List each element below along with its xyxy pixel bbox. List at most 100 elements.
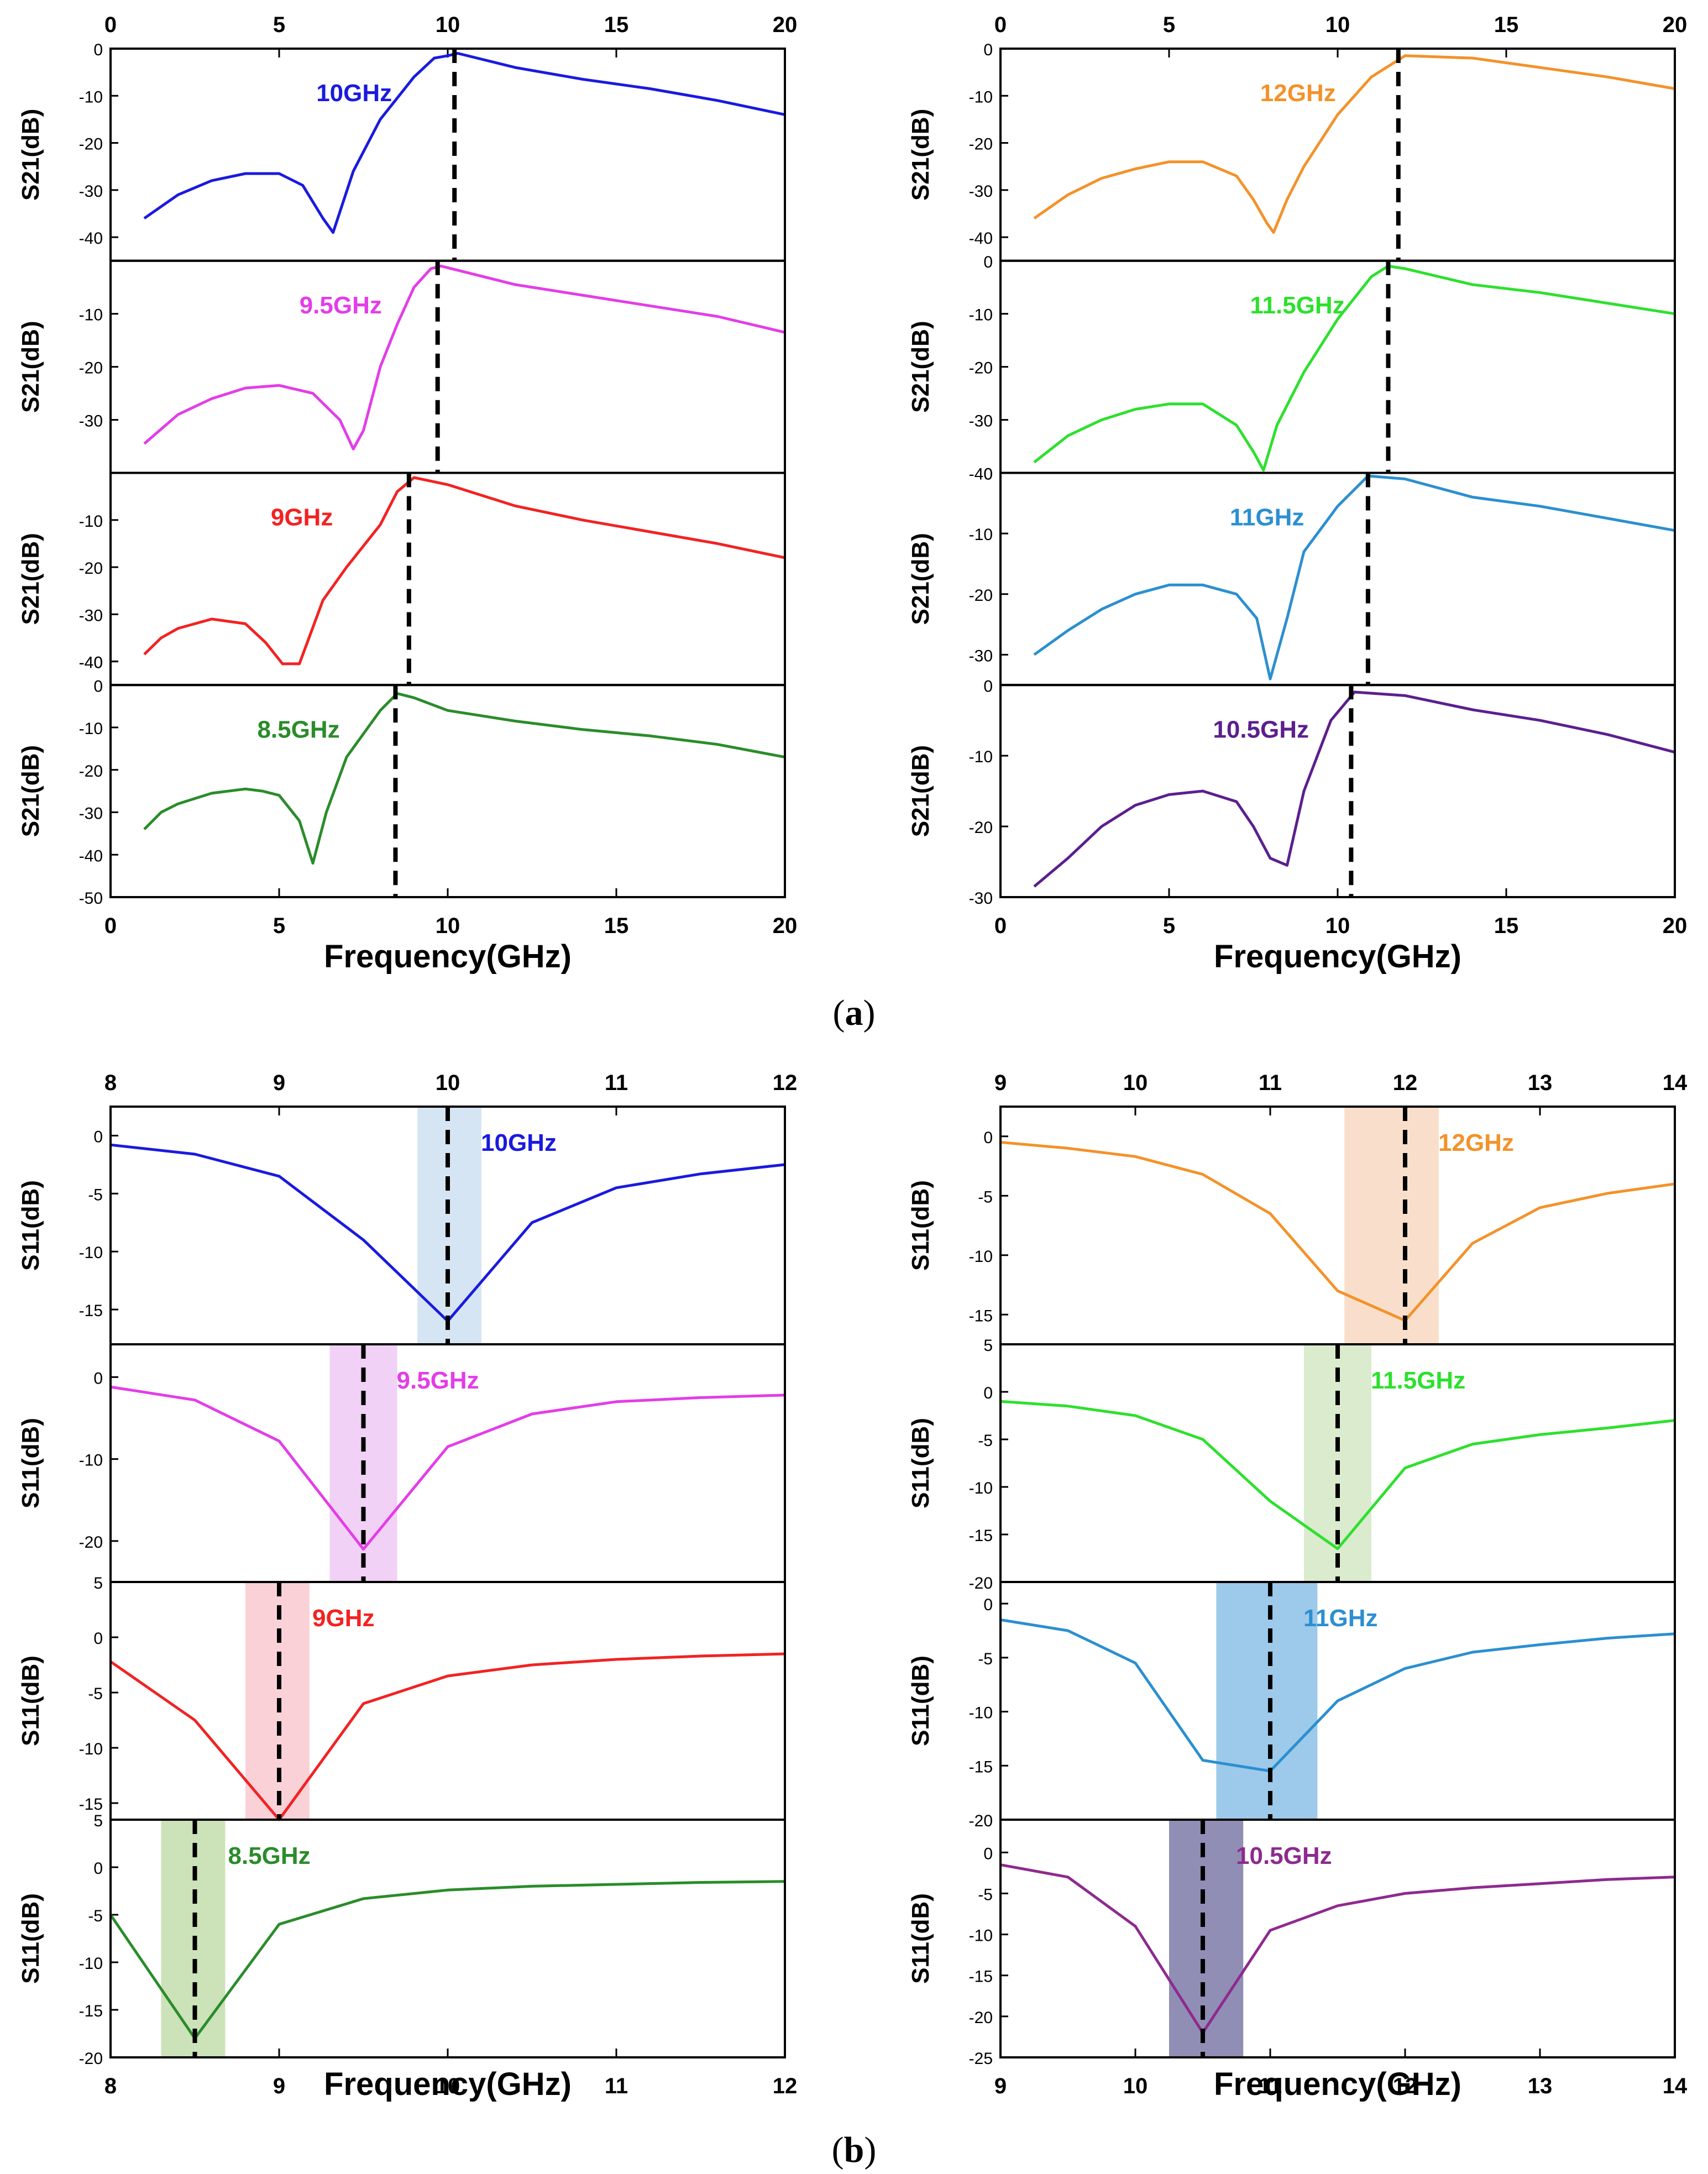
x-tick-label-top: 20 bbox=[773, 13, 798, 37]
y-tick-label: -30 bbox=[969, 647, 993, 665]
x-tick-label-top: 12 bbox=[1393, 1071, 1418, 1095]
x-tick-label-bottom: 12 bbox=[1393, 2074, 1418, 2098]
y-tick-label: -30 bbox=[79, 805, 103, 823]
x-tick-label-bottom: 10 bbox=[1123, 2074, 1148, 2098]
x-tick-label-bottom: 5 bbox=[1163, 914, 1175, 938]
x-tick-label-bottom: 10 bbox=[436, 2074, 460, 2098]
x-tick-label-top: 14 bbox=[1663, 1071, 1688, 1095]
y-axis-label: S11(dB) bbox=[17, 1656, 44, 1746]
subplot-frame bbox=[109, 472, 786, 687]
y-tick-label: -20 bbox=[79, 762, 103, 780]
x-axis-label: Frequency(GHz) bbox=[324, 2066, 572, 2102]
series-label: 12GHz bbox=[1260, 80, 1336, 107]
series-label: 11.5GHz bbox=[1250, 292, 1345, 319]
series-label: 10GHz bbox=[481, 1129, 557, 1156]
y-tick-label: -30 bbox=[79, 606, 103, 625]
y-axis-label: S21(dB) bbox=[907, 533, 934, 625]
x-tick-label-top: 10 bbox=[436, 1071, 460, 1095]
y-tick-label: 0 bbox=[983, 1384, 993, 1402]
y-tick-label: -40 bbox=[79, 229, 103, 248]
y-tick-label: -5 bbox=[978, 1432, 993, 1450]
panel-caption-a: (a) bbox=[832, 993, 876, 1033]
y-tick-label: -20 bbox=[969, 819, 993, 837]
y-tick-label: -40 bbox=[79, 847, 103, 865]
y-tick-label: -5 bbox=[978, 1188, 993, 1206]
x-tick-label-bottom: 11 bbox=[1259, 2074, 1282, 2098]
y-tick-label: -10 bbox=[79, 306, 103, 324]
y-tick-label: -15 bbox=[969, 1968, 993, 1986]
y-tick-label: -30 bbox=[79, 412, 103, 431]
y-tick-label: -25 bbox=[969, 2050, 993, 2068]
x-tick-label-bottom: 8 bbox=[104, 2074, 117, 2098]
x-tick-label-top: 20 bbox=[1663, 13, 1688, 37]
y-tick-label: -10 bbox=[79, 512, 103, 531]
subplot-frame bbox=[109, 684, 786, 898]
y-tick-label: -40 bbox=[969, 465, 993, 484]
x-axis-label: Frequency(GHz) bbox=[1214, 939, 1461, 975]
series-line-9.5GHz bbox=[110, 1385, 785, 1551]
x-tick-label-bottom: 13 bbox=[1528, 2074, 1553, 2098]
y-tick-label: -5 bbox=[88, 1685, 103, 1703]
x-tick-label-bottom: 9 bbox=[994, 2074, 1007, 2098]
y-tick-label: -10 bbox=[79, 720, 103, 738]
y-tick-label: 0 bbox=[93, 1369, 103, 1387]
y-tick-label: -15 bbox=[79, 1795, 103, 1814]
y-axis-label: S11(dB) bbox=[17, 1418, 44, 1508]
y-tick-label: 0 bbox=[93, 677, 103, 695]
subplot-frame bbox=[999, 684, 1676, 898]
y-tick-label: 0 bbox=[983, 1596, 993, 1614]
y-tick-label: -30 bbox=[79, 182, 103, 201]
x-tick-label-top: 11 bbox=[605, 1071, 628, 1095]
y-tick-label: 0 bbox=[93, 1859, 103, 1878]
x-tick-label-bottom: 9 bbox=[273, 2074, 285, 2098]
series-line-9.5GHz bbox=[143, 264, 785, 450]
series-label: 10.5GHz bbox=[1236, 1842, 1332, 1869]
x-tick-label-bottom: 10 bbox=[1325, 914, 1350, 938]
y-tick-label: 0 bbox=[983, 1845, 993, 1863]
y-tick-label: -10 bbox=[79, 1955, 103, 1973]
highlight-band bbox=[1344, 1107, 1439, 1344]
y-axis-label: S21(dB) bbox=[907, 109, 934, 201]
x-tick-label-top: 10 bbox=[436, 13, 460, 37]
series-label: 10GHz bbox=[316, 80, 392, 107]
subplot-frame bbox=[999, 1819, 1676, 2058]
y-tick-label: 0 bbox=[983, 41, 993, 59]
y-tick-label: -10 bbox=[969, 1927, 993, 1945]
series-line-11.5GHz bbox=[1000, 1400, 1675, 1550]
y-tick-label: -10 bbox=[969, 1704, 993, 1722]
y-tick-label: -5 bbox=[978, 1885, 993, 1904]
x-tick-label-bottom: 0 bbox=[994, 914, 1007, 938]
x-tick-label-top: 10 bbox=[1123, 1071, 1148, 1095]
y-axis-label: S11(dB) bbox=[17, 1893, 44, 1984]
y-tick-label: -5 bbox=[88, 1907, 103, 1925]
x-tick-label-top: 9 bbox=[994, 1071, 1007, 1095]
y-tick-label: -15 bbox=[79, 2002, 103, 2020]
y-tick-label: 0 bbox=[93, 41, 103, 59]
y-tick-label: 5 bbox=[93, 1574, 103, 1592]
y-tick-label: -20 bbox=[969, 1812, 993, 1830]
y-tick-label: -30 bbox=[969, 889, 993, 908]
y-tick-label: -10 bbox=[79, 1452, 103, 1470]
y-axis-label: S11(dB) bbox=[907, 1893, 934, 1984]
series-label: 9.5GHz bbox=[300, 292, 382, 319]
series-line-8.5GHz bbox=[109, 1880, 785, 2040]
y-tick-label: -10 bbox=[969, 88, 993, 106]
y-axis-label: S11(dB) bbox=[907, 1656, 934, 1746]
subplot-frame bbox=[109, 48, 786, 262]
y-tick-label: -20 bbox=[969, 359, 993, 378]
series-label: 11GHz bbox=[1230, 504, 1304, 531]
x-tick-label-bottom: 15 bbox=[604, 914, 629, 938]
x-tick-label-bottom: 20 bbox=[773, 914, 798, 938]
series-line-10GHz bbox=[143, 52, 785, 234]
x-tick-label-top: 11 bbox=[1259, 1071, 1282, 1095]
subplot-frame bbox=[109, 1581, 786, 1821]
subplot-frame bbox=[109, 259, 786, 474]
y-tick-label: 0 bbox=[983, 465, 993, 484]
series-label: 8.5GHz bbox=[257, 716, 339, 743]
x-tick-label-top: 8 bbox=[104, 1071, 117, 1095]
series-line-11GHz bbox=[1033, 474, 1675, 680]
x-tick-label-bottom: 10 bbox=[436, 914, 460, 938]
subplot-frame bbox=[999, 48, 1676, 262]
x-tick-label-top: 0 bbox=[994, 13, 1007, 37]
